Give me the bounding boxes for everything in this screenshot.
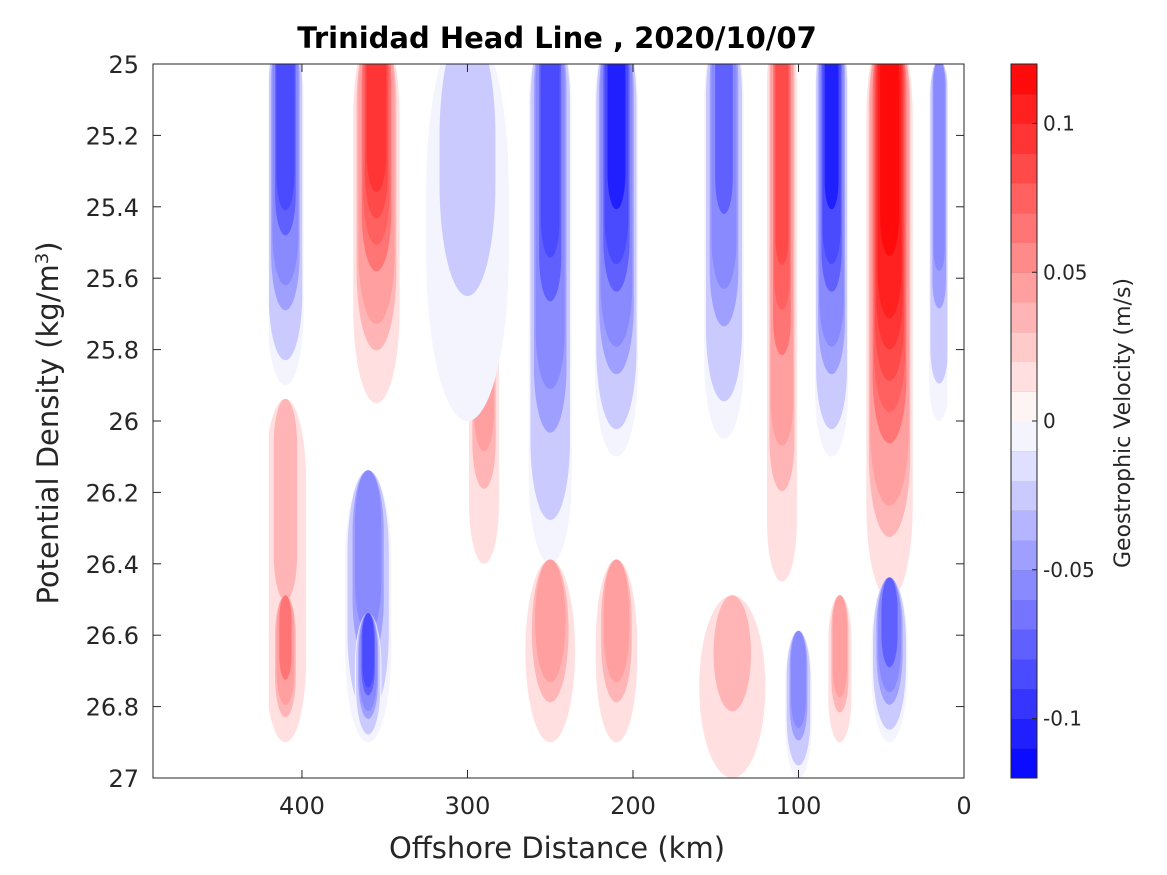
x-tick-label: 200 bbox=[610, 792, 656, 820]
y-tick-label: 25 bbox=[108, 51, 139, 79]
x-axis: 400 300 200 100 0 bbox=[279, 64, 972, 820]
y-tick-label: 26.8 bbox=[86, 694, 139, 722]
x-axis-label: Offshore Distance (km) bbox=[389, 831, 725, 865]
colorbar-segment bbox=[1011, 361, 1037, 392]
colorbar-segment bbox=[1011, 272, 1037, 303]
plot-area bbox=[152, 63, 965, 779]
colorbar-segment bbox=[1011, 688, 1037, 719]
velocity-core-8 bbox=[426, 64, 509, 421]
colorbar-segment bbox=[1011, 242, 1037, 273]
contour-level bbox=[273, 398, 298, 601]
colorbar-segment bbox=[1011, 748, 1037, 779]
contour-level bbox=[607, 64, 626, 210]
velocity-core-16 bbox=[815, 64, 849, 457]
y-tick-label: 25.2 bbox=[86, 122, 139, 150]
colorbar-segment bbox=[1011, 569, 1037, 600]
x-tick-label: 300 bbox=[445, 792, 491, 820]
y-tick-label: 25.8 bbox=[86, 337, 139, 365]
contour-level bbox=[538, 559, 563, 663]
colorbar-segment bbox=[1011, 93, 1037, 124]
colorbar-segment bbox=[1011, 302, 1037, 333]
chart-title: Trinidad Head Line , 2020/10/07 bbox=[297, 21, 817, 55]
colorbar-segment bbox=[1011, 331, 1037, 362]
velocity-core-10 bbox=[594, 64, 638, 457]
contour-fills bbox=[264, 64, 950, 778]
contour-level bbox=[540, 64, 560, 258]
colorbar-segment bbox=[1011, 659, 1037, 690]
colorbar-label: Geostrophic Velocity (m/s) bbox=[1111, 278, 1136, 568]
no-data-right bbox=[947, 64, 964, 778]
colorbar-segment bbox=[1011, 421, 1037, 452]
contour-level bbox=[775, 64, 789, 265]
colorbar-tick-label: 0.1 bbox=[1043, 112, 1075, 136]
contour-level bbox=[792, 630, 805, 716]
x-tick-label: 100 bbox=[776, 792, 822, 820]
colorbar-tick-label: -0.05 bbox=[1043, 558, 1095, 582]
velocity-core-19 bbox=[785, 630, 812, 778]
contour-level bbox=[824, 64, 839, 210]
contour-level bbox=[366, 64, 387, 193]
velocity-core-1 bbox=[267, 64, 304, 386]
y-axis-label-superscript: 3 bbox=[32, 253, 53, 264]
velocity-core-17 bbox=[866, 64, 913, 600]
x-tick-label: 400 bbox=[279, 792, 325, 820]
velocity-core-18 bbox=[929, 64, 950, 421]
contour-level bbox=[362, 613, 374, 688]
contour-level bbox=[606, 559, 627, 663]
colorbar-segment bbox=[1011, 64, 1037, 95]
velocity-core-14 bbox=[699, 595, 766, 778]
contour-level bbox=[713, 595, 752, 712]
colorbar-segment bbox=[1011, 153, 1037, 184]
contour-level bbox=[880, 64, 899, 256]
x-tick-label: 0 bbox=[956, 792, 971, 820]
y-axis-label-main: Potential Density (kg/m bbox=[31, 264, 65, 604]
colorbar-segment bbox=[1011, 480, 1037, 511]
y-tick-label: 25.6 bbox=[86, 265, 139, 293]
colorbar: 0.1 0.05 0 -0.05 -0.1 bbox=[1010, 63, 1095, 779]
contour-level bbox=[357, 470, 379, 607]
y-tick-label: 26 bbox=[108, 408, 139, 436]
colorbar-tick-label: 0.05 bbox=[1043, 260, 1088, 284]
contour-level bbox=[934, 64, 944, 234]
velocity-core-2 bbox=[353, 64, 400, 404]
colorbar-tick-label: 0 bbox=[1043, 409, 1056, 433]
colorbar-segment bbox=[1011, 540, 1037, 571]
contour-level bbox=[834, 595, 846, 683]
y-axis-label: Potential Density (kg/m3) bbox=[31, 241, 65, 604]
velocity-core-6 bbox=[354, 613, 382, 743]
colorbar-tick-label: -0.1 bbox=[1043, 707, 1082, 731]
velocity-core-4 bbox=[272, 595, 299, 743]
colorbar-segment bbox=[1011, 212, 1037, 243]
velocity-core-11 bbox=[525, 559, 576, 743]
colorbar-segment bbox=[1011, 123, 1037, 154]
contour-level bbox=[277, 64, 294, 186]
colorbar-segment bbox=[1011, 183, 1037, 214]
velocity-core-13 bbox=[704, 64, 744, 439]
velocity-core-15 bbox=[767, 64, 797, 582]
y-axis-label-close: ) bbox=[31, 241, 65, 252]
colorbar-segment bbox=[1011, 718, 1037, 749]
colorbar-segment bbox=[1011, 391, 1037, 422]
velocity-core-12 bbox=[595, 559, 638, 743]
y-tick-label: 27 bbox=[108, 765, 139, 793]
no-data-left bbox=[153, 64, 269, 778]
velocity-core-9 bbox=[528, 64, 572, 564]
colorbar-segment bbox=[1011, 510, 1037, 541]
colorbar-segment bbox=[1011, 599, 1037, 630]
velocity-core-21 bbox=[871, 577, 908, 743]
y-tick-label: 26.4 bbox=[86, 551, 139, 579]
y-tick-label: 26.6 bbox=[86, 622, 139, 650]
colorbar-segment bbox=[1011, 450, 1037, 481]
contour-level bbox=[715, 64, 733, 214]
colorbar-segment bbox=[1011, 629, 1037, 660]
contour-level bbox=[279, 595, 292, 680]
contour-level bbox=[881, 577, 898, 668]
y-tick-label: 25.4 bbox=[86, 194, 139, 222]
y-axis: 25 25.2 25.4 25.6 25.8 26 26.2 26.4 26.6 26.8 27 bbox=[86, 51, 964, 793]
y-tick-label: 26.2 bbox=[86, 479, 139, 507]
contour-level bbox=[439, 64, 496, 297]
velocity-core-20 bbox=[828, 595, 852, 743]
